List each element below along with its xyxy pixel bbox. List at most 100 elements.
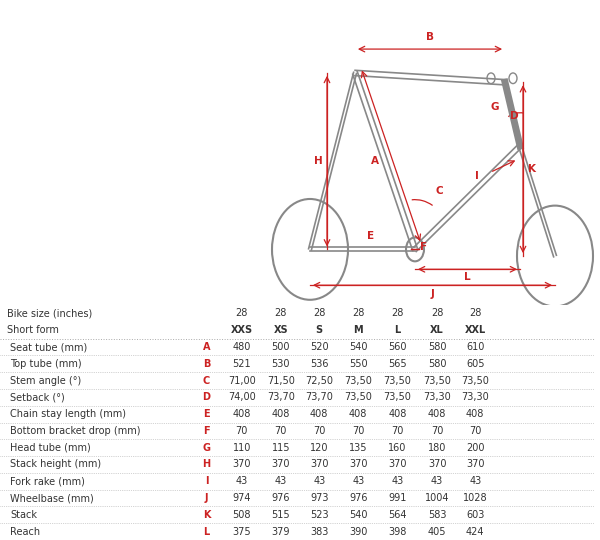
Text: 28: 28	[391, 308, 404, 319]
Text: K: K	[528, 164, 536, 174]
Text: 370: 370	[310, 460, 328, 469]
Text: Stem angle (°): Stem angle (°)	[10, 376, 82, 386]
Text: 565: 565	[388, 359, 407, 369]
Text: 521: 521	[232, 359, 251, 369]
Text: 160: 160	[388, 443, 407, 453]
Text: 580: 580	[428, 342, 446, 352]
Text: 70: 70	[236, 426, 248, 436]
Text: 70: 70	[352, 426, 364, 436]
Text: 73,50: 73,50	[461, 376, 489, 386]
Text: 610: 610	[466, 342, 484, 352]
Text: XL: XL	[430, 325, 444, 335]
Text: 70: 70	[275, 426, 287, 436]
Text: 110: 110	[233, 443, 251, 453]
Text: 43: 43	[352, 476, 364, 487]
Text: G: G	[202, 443, 211, 453]
Text: 530: 530	[272, 359, 290, 369]
Text: L: L	[394, 325, 401, 335]
Text: L: L	[203, 526, 209, 537]
Text: 375: 375	[232, 526, 251, 537]
Text: D: D	[510, 111, 518, 122]
Text: A: A	[371, 156, 379, 166]
Text: 73,50: 73,50	[383, 393, 412, 402]
Text: Fork rake (mm): Fork rake (mm)	[10, 476, 85, 487]
Text: Reach: Reach	[10, 526, 40, 537]
Text: 480: 480	[233, 342, 251, 352]
Text: XXS: XXS	[231, 325, 253, 335]
Text: 408: 408	[466, 409, 484, 419]
Text: 73,50: 73,50	[344, 376, 372, 386]
Text: 370: 370	[388, 460, 407, 469]
Text: S: S	[316, 325, 323, 335]
Text: 508: 508	[233, 510, 251, 520]
Text: D: D	[202, 393, 211, 402]
Text: I: I	[475, 171, 479, 181]
Text: 43: 43	[236, 476, 248, 487]
Text: 1028: 1028	[463, 493, 488, 503]
Text: I: I	[205, 476, 208, 487]
Text: J: J	[431, 289, 434, 299]
Text: 370: 370	[349, 460, 367, 469]
Text: 390: 390	[349, 526, 367, 537]
Text: Stack height (mm): Stack height (mm)	[10, 460, 101, 469]
Text: 560: 560	[388, 342, 407, 352]
Text: J: J	[205, 493, 208, 503]
Text: F: F	[203, 426, 210, 436]
Text: 28: 28	[431, 308, 443, 319]
Text: 605: 605	[466, 359, 484, 369]
Text: 180: 180	[428, 443, 446, 453]
Text: 536: 536	[310, 359, 328, 369]
Text: 564: 564	[388, 510, 407, 520]
Text: 73,70: 73,70	[267, 393, 295, 402]
Text: Seat tube (mm): Seat tube (mm)	[10, 342, 88, 352]
Text: 115: 115	[272, 443, 290, 453]
Text: 43: 43	[391, 476, 404, 487]
Text: 28: 28	[275, 308, 287, 319]
Text: H: H	[202, 460, 211, 469]
Text: 976: 976	[272, 493, 290, 503]
Text: F: F	[420, 242, 427, 252]
Text: 523: 523	[310, 510, 329, 520]
Text: B: B	[203, 359, 210, 369]
Text: G: G	[491, 103, 499, 112]
Text: Chain stay length (mm): Chain stay length (mm)	[10, 409, 126, 419]
Text: 70: 70	[313, 426, 325, 436]
Text: 973: 973	[310, 493, 328, 503]
Text: 43: 43	[275, 476, 287, 487]
Text: 398: 398	[388, 526, 407, 537]
Text: XXL: XXL	[464, 325, 486, 335]
Text: 73,30: 73,30	[423, 393, 451, 402]
Text: 408: 408	[272, 409, 290, 419]
Text: 28: 28	[352, 308, 364, 319]
Text: Top tube (mm): Top tube (mm)	[10, 359, 82, 369]
Text: 28: 28	[236, 308, 248, 319]
Text: 74,00: 74,00	[228, 393, 256, 402]
Text: Setback (°): Setback (°)	[10, 393, 65, 402]
Text: 540: 540	[349, 510, 367, 520]
Text: 515: 515	[271, 510, 290, 520]
Text: 976: 976	[349, 493, 367, 503]
Text: 73,50: 73,50	[423, 376, 451, 386]
Text: 540: 540	[349, 342, 367, 352]
Text: 43: 43	[313, 476, 325, 487]
Text: E: E	[367, 231, 374, 241]
Text: K: K	[203, 510, 210, 520]
Text: 520: 520	[310, 342, 329, 352]
Text: 370: 370	[233, 460, 251, 469]
Text: 991: 991	[388, 493, 407, 503]
Text: Stack: Stack	[10, 510, 37, 520]
Text: A: A	[203, 342, 210, 352]
Text: Wheelbase (mm): Wheelbase (mm)	[10, 493, 94, 503]
Text: 500: 500	[272, 342, 290, 352]
Text: 408: 408	[233, 409, 251, 419]
Text: E: E	[203, 409, 210, 419]
Text: Head tube (mm): Head tube (mm)	[10, 443, 91, 453]
Text: 550: 550	[349, 359, 368, 369]
Text: 73,50: 73,50	[344, 393, 372, 402]
Text: Short form: Short form	[7, 325, 59, 335]
Text: 603: 603	[466, 510, 484, 520]
Text: 408: 408	[349, 409, 367, 419]
Text: L: L	[464, 272, 471, 282]
Text: 370: 370	[428, 460, 446, 469]
Text: C: C	[203, 376, 210, 386]
